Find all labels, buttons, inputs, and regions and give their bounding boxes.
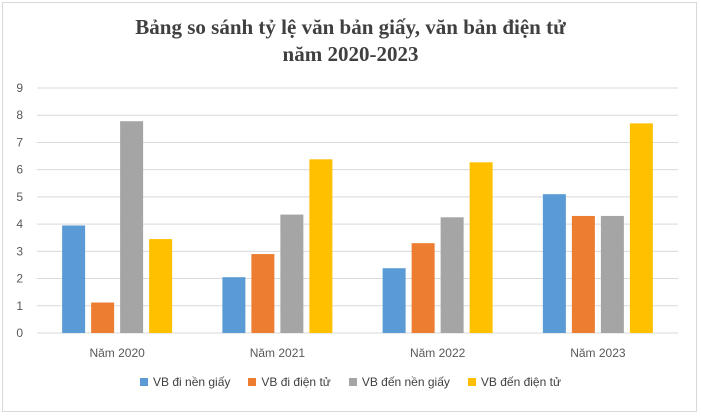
bar	[382, 268, 406, 333]
bar	[629, 123, 653, 333]
bar	[251, 254, 275, 333]
x-tick-label: Năm 2022	[410, 346, 466, 360]
y-tick-label: 8	[16, 108, 23, 122]
legend-swatch	[348, 378, 357, 386]
y-tick-label: 5	[16, 190, 23, 204]
y-tick-label: 2	[16, 272, 23, 286]
legend-swatch	[248, 378, 257, 386]
bar	[91, 302, 115, 333]
chart-title: Bảng so sánh tỷ lệ văn bản giấy, văn bản…	[0, 14, 701, 68]
legend-swatch	[140, 378, 149, 386]
legend-label: VB đi nền giấy	[153, 375, 231, 389]
y-tick-label: 7	[16, 135, 23, 149]
legend-swatch	[467, 378, 476, 386]
legend-item: VB đến nền giấy	[348, 375, 450, 389]
bar	[149, 239, 173, 333]
bar	[222, 277, 246, 333]
legend-item: VB đến điện tử	[467, 375, 561, 389]
bar	[542, 194, 566, 333]
bar	[120, 121, 144, 333]
bar	[571, 215, 595, 333]
bar	[440, 217, 464, 333]
bar	[411, 243, 435, 333]
legend-item: VB đi nền giấy	[140, 375, 230, 389]
y-tick-label: 9	[16, 81, 23, 95]
legend-label: VB đến điện tử	[480, 375, 561, 389]
bar	[600, 215, 624, 333]
y-tick-label: 6	[16, 163, 23, 177]
chart-title-line-1: Bảng so sánh tỷ lệ văn bản giấy, văn bản…	[135, 15, 566, 39]
bar	[469, 162, 493, 333]
y-tick-label: 0	[16, 326, 23, 340]
bar	[309, 159, 333, 333]
y-tick-label: 4	[16, 217, 23, 231]
x-tick-label: Năm 2020	[89, 346, 145, 360]
x-tick-label: Năm 2023	[570, 346, 626, 360]
legend-item: VB đi điện tử	[248, 375, 331, 389]
legend-label: VB đến nền giấy	[361, 375, 450, 389]
x-tick-label: Năm 2021	[250, 346, 306, 360]
bar	[62, 225, 86, 333]
chart-frame	[2, 2, 697, 412]
chart-legend: VB đi nền giấy VB đi điện tử VB đến nền gi…	[0, 375, 701, 389]
y-tick-label: 1	[16, 299, 23, 313]
chart-title-line-2: năm 2020-2023	[282, 42, 419, 66]
y-tick-label: 3	[16, 244, 23, 258]
bar	[280, 214, 304, 333]
legend-label: VB đi điện tử	[261, 375, 331, 389]
